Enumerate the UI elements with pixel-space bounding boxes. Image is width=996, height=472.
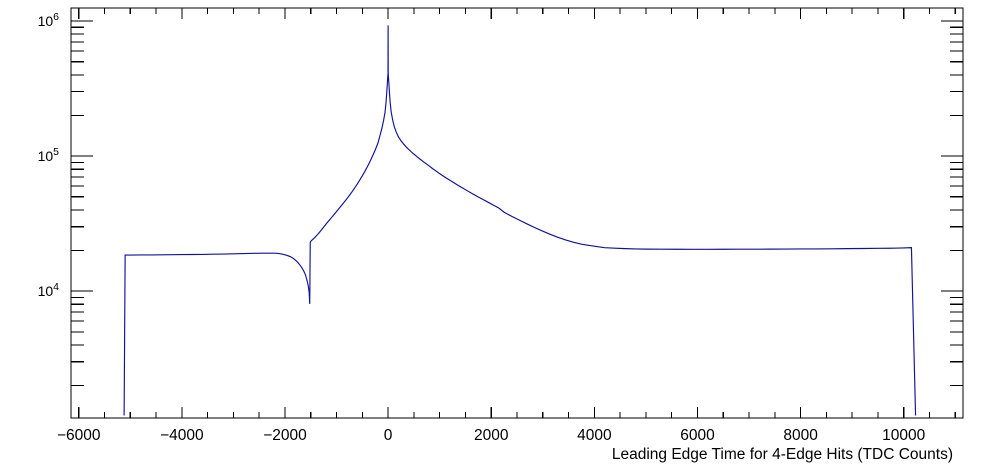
x-axis-tick-labels: −6000 −4000 −2000 0 2000 4000 6000 8000 10000: [57, 427, 926, 444]
x-axis-ticks: [78, 8, 956, 418]
data-series-group: [123, 25, 917, 416]
x-tick-label: 6000: [680, 427, 715, 444]
x-tick-label: −2000: [263, 427, 307, 444]
x-tick-label: −6000: [57, 427, 101, 444]
x-axis-title: Leading Edge Time for 4-Edge Hits (TDC C…: [612, 446, 953, 463]
x-tick-label: 4000: [577, 427, 612, 444]
axis-frame: [70, 7, 964, 419]
y-axis-tick-labels: 104 105 106: [38, 11, 60, 299]
x-tick-label: 8000: [783, 427, 818, 444]
y-axis-ticks: [71, 20, 963, 387]
x-tick-label: −4000: [160, 427, 204, 444]
y-tick-label: 106: [38, 11, 60, 29]
x-tick-label: 0: [384, 427, 393, 444]
y-tick-label: 105: [38, 146, 60, 164]
x-tick-label: 10000: [882, 427, 925, 444]
y-tick-label: 104: [38, 281, 60, 299]
x-tick-label: 2000: [474, 427, 509, 444]
histogram-curve: [123, 25, 917, 416]
plot-frame: [70, 7, 964, 419]
